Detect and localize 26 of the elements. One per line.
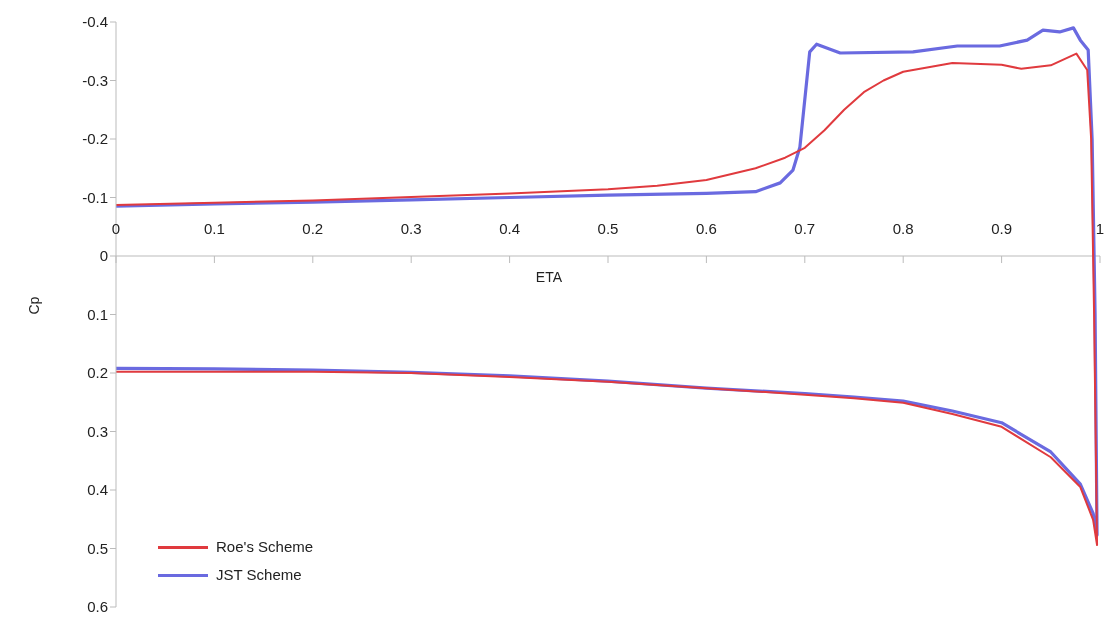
legend-label: Roe's Scheme	[216, 537, 314, 557]
y-tick-label: 0.4	[87, 481, 108, 499]
x-tick-label: 0.7	[794, 220, 816, 237]
x-axis-title: ETA	[535, 268, 563, 285]
y-tick-label: -0.3	[82, 71, 108, 89]
x-tick-label: 0.2	[302, 220, 324, 237]
y-tick-label: 0.1	[87, 305, 108, 323]
x-tick-label: 0.4	[499, 220, 521, 237]
legend-label: JST Scheme	[216, 565, 302, 585]
y-tick-label: 0.6	[87, 598, 108, 616]
y-tick-label: 0.5	[87, 539, 108, 557]
x-tick-label: 0.1	[203, 220, 225, 237]
y-axis-title: Cp	[25, 296, 42, 315]
y-tick-label: -0.4	[82, 13, 108, 31]
y-tick-label: 0.2	[87, 364, 108, 382]
x-tick-label: 0.8	[892, 220, 914, 237]
x-tick-label: 0.6	[695, 220, 717, 237]
x-tick-label: 0.9	[991, 220, 1013, 237]
x-tick-label: 1	[1095, 220, 1105, 237]
x-tick-label: 0.5	[597, 220, 619, 237]
x-tick-label: 0	[111, 220, 121, 237]
y-tick-label: 0	[99, 247, 108, 265]
x-tick-label: 0.3	[400, 220, 422, 237]
y-tick-label: -0.2	[82, 130, 108, 148]
y-tick-label: 0.3	[87, 422, 108, 440]
y-tick-label: -0.1	[82, 188, 108, 206]
